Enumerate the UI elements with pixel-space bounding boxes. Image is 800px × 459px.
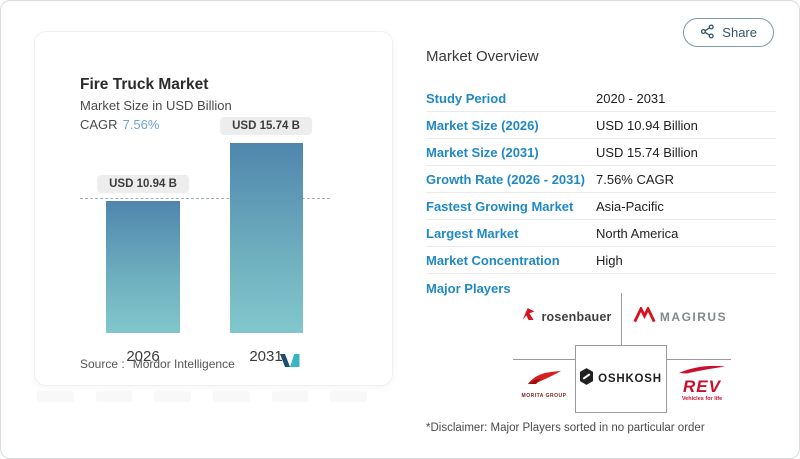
oshkosh-icon: [580, 368, 594, 390]
bar-value-label-2026: USD 10.94 B: [97, 175, 189, 193]
chart-cagr: CAGR 7.56%: [80, 117, 159, 132]
row-label: Growth Rate (2026 - 2031): [426, 171, 585, 187]
rev-tagline: Vehicles for life: [681, 396, 723, 402]
table-row: Study Period 2020 - 2031: [426, 85, 776, 112]
row-value: Asia-Pacific: [596, 198, 664, 214]
cagr-value: 7.56%: [122, 117, 160, 132]
row-label: Largest Market: [426, 225, 519, 241]
chart-title: Fire Truck Market: [80, 76, 209, 93]
rev-swoosh-icon: [677, 361, 727, 379]
rosenbauer-icon: [520, 307, 537, 327]
rosenbauer-wordmark: rosenbauer: [541, 310, 612, 324]
share-label: Share: [722, 25, 757, 40]
source-row: Source : Mordor Intelligence: [80, 357, 235, 371]
table-row: Market Size (2026) USD 10.94 Billion: [426, 112, 776, 139]
table-row: Market Concentration High: [426, 247, 776, 274]
table-row: Market Size (2031) USD 15.74 Billion: [426, 139, 776, 166]
table-row: Growth Rate (2026 - 2031) 7.56% CAGR: [426, 166, 776, 193]
row-value: 2020 - 2031: [596, 90, 666, 106]
cagr-label: CAGR: [80, 117, 118, 132]
bar-value-label-2031: USD 15.74 B: [220, 117, 312, 135]
morita-icon: [526, 370, 562, 391]
share-icon: [700, 23, 715, 42]
row-value: USD 10.94 Billion: [596, 117, 698, 133]
morita-wordmark: MORITA GROUP: [521, 392, 567, 399]
source-label: Source :: [80, 357, 125, 371]
row-label: Study Period: [426, 90, 507, 106]
background-artifact: [37, 391, 368, 402]
chart-subtitle: Market Size in USD Billion: [80, 98, 232, 113]
oshkosh-logo: OSHKOSH: [575, 345, 667, 413]
diagram-divider: [621, 293, 622, 345]
source-name: Mordor Intelligence: [132, 357, 235, 371]
magirus-icon: [633, 305, 656, 328]
rev-logo: REV Vehicles for life: [671, 361, 733, 402]
bar-2031: [230, 143, 303, 333]
oshkosh-wordmark: OSHKOSH: [598, 373, 662, 385]
major-players-label: Major Players: [426, 281, 511, 296]
market-overview-panel: Market Overview Study Period 2020 - 2031…: [426, 1, 778, 458]
share-button[interactable]: Share: [683, 18, 774, 47]
rosenbauer-logo: rosenbauer: [515, 304, 617, 330]
row-value: USD 15.74 Billion: [596, 144, 698, 160]
row-value: North America: [596, 225, 679, 241]
table-row: Fastest Growing Market Asia-Pacific: [426, 193, 776, 220]
mordor-intelligence-logo-icon: [279, 353, 301, 373]
row-label: Fastest Growing Market: [426, 198, 574, 214]
disclaimer-text: *Disclaimer: Major Players sorted in no …: [426, 422, 705, 434]
reference-line: [80, 198, 330, 199]
row-value: 7.56% CAGR: [596, 171, 675, 187]
magirus-logo: MAGIRUS: [629, 304, 731, 330]
row-label: Market Concentration: [426, 252, 560, 268]
row-label: Market Size (2031): [426, 144, 539, 160]
axis-label-2026: 2026: [126, 348, 160, 365]
row-value: High: [596, 252, 623, 268]
market-chart-card: Fire Truck Market Market Size in USD Bil…: [34, 31, 393, 386]
panel-title: Market Overview: [426, 48, 539, 65]
overview-table: Study Period 2020 - 2031 Market Size (20…: [426, 85, 776, 274]
table-row: Largest Market North America: [426, 220, 776, 247]
row-label: Market Size (2026): [426, 117, 539, 133]
bar-2026: [106, 201, 180, 333]
morita-group-logo: MORITA GROUP: [517, 365, 571, 403]
diagram-divider: [513, 359, 575, 360]
diagram-divider: [667, 359, 731, 360]
axis-label-2031: 2031: [249, 348, 283, 365]
rev-wordmark: REV: [683, 377, 721, 396]
magirus-wordmark: MAGIRUS: [659, 310, 728, 324]
